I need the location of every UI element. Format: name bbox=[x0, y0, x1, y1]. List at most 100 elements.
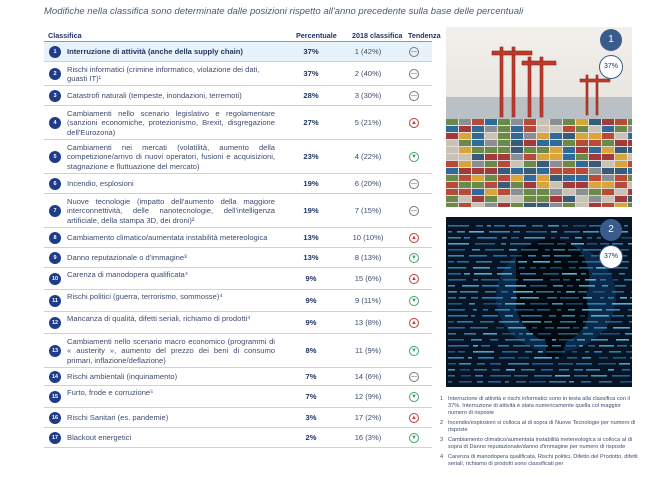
container-block bbox=[602, 168, 614, 174]
container-block bbox=[498, 189, 510, 195]
container-block bbox=[576, 196, 588, 202]
code-line-mark bbox=[448, 333, 456, 335]
container-block bbox=[589, 168, 601, 174]
trend-same-icon: — bbox=[409, 179, 419, 189]
container-block bbox=[524, 126, 536, 132]
code-line-mark bbox=[472, 249, 480, 251]
code-line-mark bbox=[544, 321, 552, 323]
trend-down-icon: ▼ bbox=[409, 253, 419, 263]
previous-rank: 4 (22%) bbox=[354, 152, 382, 161]
code-line-mark bbox=[613, 357, 626, 359]
code-line-mark bbox=[619, 273, 625, 275]
table-row: 15 Furto, frode e corruzione⁵ 7% 12 (9%) ▼ bbox=[44, 386, 432, 408]
footnote-text: Interruzione di attività e rischi inform… bbox=[448, 396, 630, 416]
code-line-mark bbox=[593, 291, 605, 293]
code-line-mark bbox=[540, 267, 546, 269]
container-block bbox=[511, 189, 523, 195]
risk-label: Rischi informatici (crimine informatico,… bbox=[67, 64, 260, 84]
container-block bbox=[511, 147, 523, 153]
container-block bbox=[563, 189, 575, 195]
container-block bbox=[628, 175, 632, 181]
container-block bbox=[628, 196, 632, 202]
code-line-mark bbox=[502, 333, 515, 335]
code-line-mark bbox=[624, 225, 628, 227]
code-line-mark bbox=[549, 315, 556, 317]
container-block bbox=[446, 175, 458, 181]
container-block bbox=[628, 203, 632, 207]
container-block bbox=[576, 133, 588, 139]
code-line-mark bbox=[532, 225, 543, 227]
code-line-mark bbox=[568, 249, 580, 251]
container-block bbox=[511, 196, 523, 202]
code-line-mark bbox=[448, 285, 455, 287]
code-line-mark bbox=[576, 363, 592, 365]
code-line-mark bbox=[600, 243, 609, 245]
code-line-mark bbox=[448, 237, 461, 239]
code-line-mark bbox=[612, 303, 632, 305]
code-line-mark bbox=[493, 255, 507, 257]
code-line-mark bbox=[625, 333, 632, 335]
rank-number-badge: 17 bbox=[49, 432, 61, 444]
code-line-mark bbox=[501, 291, 508, 293]
container-block bbox=[537, 189, 549, 195]
code-line-mark bbox=[617, 345, 627, 347]
table-row: 2 Rischi informatici (crimine informatico… bbox=[44, 62, 432, 86]
container-block bbox=[628, 189, 632, 195]
container-block bbox=[446, 182, 458, 188]
container-block bbox=[511, 203, 523, 207]
container-block bbox=[615, 168, 627, 174]
code-line-mark bbox=[483, 309, 488, 311]
risk-label: Cambiamenti nei mercati (volatilità, aum… bbox=[67, 142, 275, 171]
container-block bbox=[576, 154, 588, 160]
container-block bbox=[498, 203, 510, 207]
container-block bbox=[446, 119, 458, 125]
rank-number-badge: 2 bbox=[49, 68, 61, 80]
code-line-mark bbox=[513, 231, 520, 233]
code-line-mark bbox=[537, 309, 550, 311]
container-block bbox=[576, 119, 588, 125]
code-line-mark bbox=[457, 321, 473, 323]
container-block bbox=[472, 189, 484, 195]
code-line-mark bbox=[521, 369, 535, 371]
container-block bbox=[576, 203, 588, 207]
code-line-mark bbox=[475, 375, 483, 377]
code-line-mark bbox=[530, 303, 548, 305]
code-line-mark bbox=[583, 327, 588, 329]
code-line-mark bbox=[546, 351, 565, 353]
code-line-mark bbox=[501, 243, 506, 245]
code-line-mark bbox=[585, 351, 589, 353]
container-block bbox=[498, 154, 510, 160]
rank-number-badge: 10 bbox=[49, 273, 61, 285]
container-block bbox=[628, 168, 632, 174]
code-line-mark bbox=[461, 375, 471, 377]
container-block bbox=[537, 140, 549, 146]
rank-number-badge: 13 bbox=[49, 345, 61, 357]
previous-rank: 1 (42%) bbox=[354, 47, 382, 56]
trend-down-icon: ▼ bbox=[409, 346, 419, 356]
risk-label: Furto, frode e corruzione⁵ bbox=[67, 387, 154, 397]
code-line-mark bbox=[630, 357, 632, 359]
trend-down-icon: ▼ bbox=[409, 392, 419, 402]
code-line-mark bbox=[594, 351, 602, 353]
container-block bbox=[628, 147, 632, 153]
code-line-mark bbox=[483, 303, 502, 305]
code-line-mark bbox=[533, 261, 550, 263]
container-block bbox=[615, 161, 627, 167]
code-line-mark bbox=[581, 273, 586, 275]
rank-number-badge: 7 bbox=[49, 205, 61, 217]
container-block bbox=[537, 119, 549, 125]
container-block bbox=[485, 203, 497, 207]
header-prev-rank: 2018 classifica bbox=[352, 31, 403, 40]
risk-label: Mancanza di qualità, difetti seriali, ri… bbox=[67, 313, 251, 323]
code-line-mark bbox=[473, 351, 494, 353]
risk-percent: 37% bbox=[303, 69, 319, 78]
code-line-mark bbox=[469, 255, 487, 257]
container-block bbox=[602, 182, 614, 188]
code-line-mark bbox=[554, 255, 571, 257]
container-block bbox=[615, 126, 627, 132]
footnote-number: 2 bbox=[440, 420, 444, 426]
container-block bbox=[602, 147, 614, 153]
code-line-mark bbox=[596, 267, 610, 269]
code-line-mark bbox=[612, 243, 623, 245]
container-block bbox=[446, 168, 458, 174]
